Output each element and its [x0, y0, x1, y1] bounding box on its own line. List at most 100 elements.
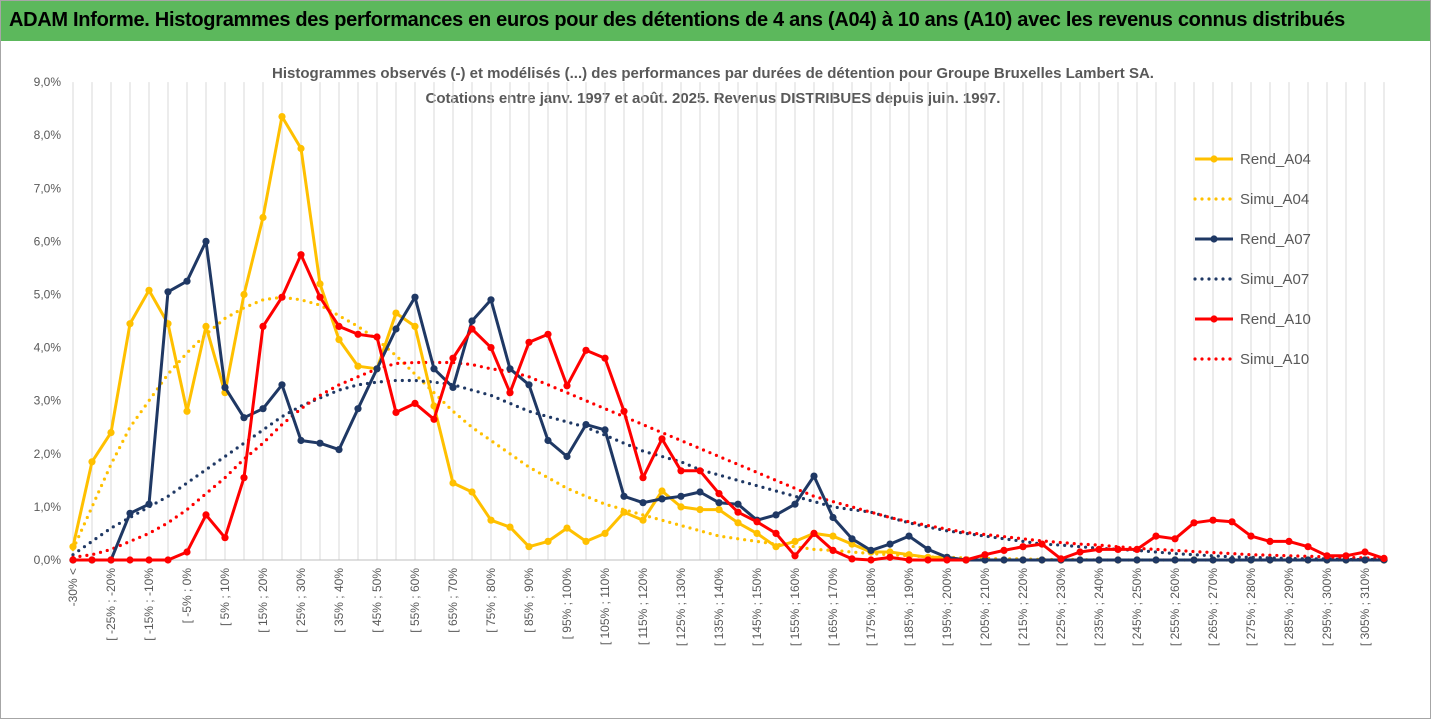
y-tick-label: 0,0% — [34, 553, 62, 567]
legend-label: Rend_A04 — [1240, 151, 1311, 168]
data-point — [1076, 548, 1084, 556]
x-tick-label: [ -25% ; -20% — [104, 568, 118, 641]
data-point — [297, 436, 305, 445]
data-point — [240, 414, 248, 422]
data-point — [335, 446, 343, 454]
x-tick-label: [ 105% ; 110% — [598, 568, 612, 645]
data-point — [924, 545, 932, 553]
data-point — [202, 322, 210, 330]
series-Simu_A07 — [71, 378, 1386, 562]
data-point — [1247, 532, 1255, 540]
data-point — [1361, 548, 1369, 556]
x-tick-label: [ 65% ; 70% — [446, 568, 460, 633]
x-tick-label: [ 55% ; 60% — [408, 568, 422, 633]
x-tick-label: [ -5% ; 0% — [180, 568, 194, 624]
data-point — [1038, 540, 1046, 548]
legend-item: Simu_A10 — [1193, 351, 1309, 368]
data-point — [506, 389, 514, 397]
data-point — [1323, 552, 1331, 560]
data-point — [658, 435, 666, 443]
y-tick-label: 5,0% — [34, 288, 62, 302]
data-point — [658, 487, 666, 495]
data-point — [810, 529, 818, 537]
legend-item: Rend_A04 — [1195, 151, 1311, 168]
x-tick-label: [ 275% ; 280% — [1244, 568, 1258, 646]
report-title: ADAM Informe. Histogrammes des performan… — [9, 9, 1345, 31]
x-tick-label: [ 125% ; 130% — [674, 568, 688, 646]
data-point — [620, 407, 628, 415]
data-point — [620, 492, 628, 500]
legend-label: Rend_A10 — [1240, 311, 1311, 328]
data-point — [354, 330, 362, 338]
data-point — [601, 529, 609, 537]
data-point — [772, 511, 780, 519]
x-tick-label: [ 245% ; 250% — [1130, 568, 1144, 646]
data-point — [658, 495, 666, 503]
data-point — [734, 500, 742, 508]
data-point — [278, 113, 286, 121]
data-point — [829, 532, 837, 540]
performance-histogram-chart: Histogrammes observés (-) et modélisés (… — [34, 65, 1388, 646]
data-point — [316, 280, 324, 288]
series-Rend_A04 — [69, 113, 1388, 564]
data-point — [240, 474, 248, 482]
data-point — [544, 537, 552, 545]
data-point — [563, 524, 571, 532]
data-point — [221, 534, 229, 542]
data-point — [1000, 546, 1008, 554]
legend-label: Rend_A07 — [1240, 231, 1311, 248]
data-point — [1266, 556, 1274, 564]
y-tick-label: 4,0% — [34, 341, 62, 355]
data-point — [202, 511, 210, 519]
data-point — [69, 543, 77, 551]
data-point — [506, 365, 514, 373]
data-point — [696, 488, 704, 496]
data-point — [278, 293, 286, 301]
data-point — [221, 383, 229, 391]
data-point — [810, 472, 818, 480]
data-point — [715, 499, 723, 507]
data-point — [601, 426, 609, 434]
data-point — [734, 508, 742, 516]
data-point — [1114, 556, 1122, 564]
data-point — [943, 556, 951, 564]
series-Rend_A10 — [69, 251, 1388, 564]
chart-title: Histogrammes observés (-) et modélisés (… — [272, 65, 1154, 82]
data-point — [886, 540, 894, 548]
data-point — [1133, 545, 1141, 553]
data-point — [905, 532, 913, 540]
series-line — [71, 115, 1384, 562]
data-point — [1095, 556, 1103, 564]
data-point — [848, 555, 856, 563]
data-point — [582, 421, 590, 429]
x-tick-label: [ 265% ; 270% — [1206, 568, 1220, 646]
legend-item: Simu_A07 — [1193, 271, 1309, 288]
data-point — [867, 546, 875, 554]
data-point — [1152, 532, 1160, 540]
data-point — [259, 213, 267, 222]
data-point — [753, 518, 761, 526]
data-point — [1285, 556, 1293, 564]
data-point — [1380, 554, 1388, 563]
x-axis: -30% < [ -25% ; -20% [ -15% ; -10% [ -5% ; … — [66, 568, 1372, 646]
data-point — [183, 407, 191, 415]
x-tick-label: [ 175% ; 180% — [864, 568, 878, 646]
series-Simu_A04 — [71, 295, 1386, 562]
data-point — [544, 330, 552, 338]
data-point — [430, 402, 438, 410]
data-point — [164, 556, 172, 564]
data-point — [582, 346, 590, 354]
data-point — [563, 382, 571, 390]
data-point — [259, 405, 267, 413]
data-point — [354, 362, 362, 370]
data-point — [677, 467, 685, 475]
x-tick-label: [ 75% ; 80% — [484, 568, 498, 633]
data-point — [145, 286, 153, 294]
data-point — [620, 508, 628, 516]
legend-label: Simu_A10 — [1240, 351, 1309, 368]
data-point — [1133, 556, 1141, 564]
vertical-gridlines — [72, 82, 1385, 560]
data-point — [1019, 543, 1027, 551]
report-banner: ADAM Informe. Histogrammes des performan… — [1, 1, 1430, 41]
